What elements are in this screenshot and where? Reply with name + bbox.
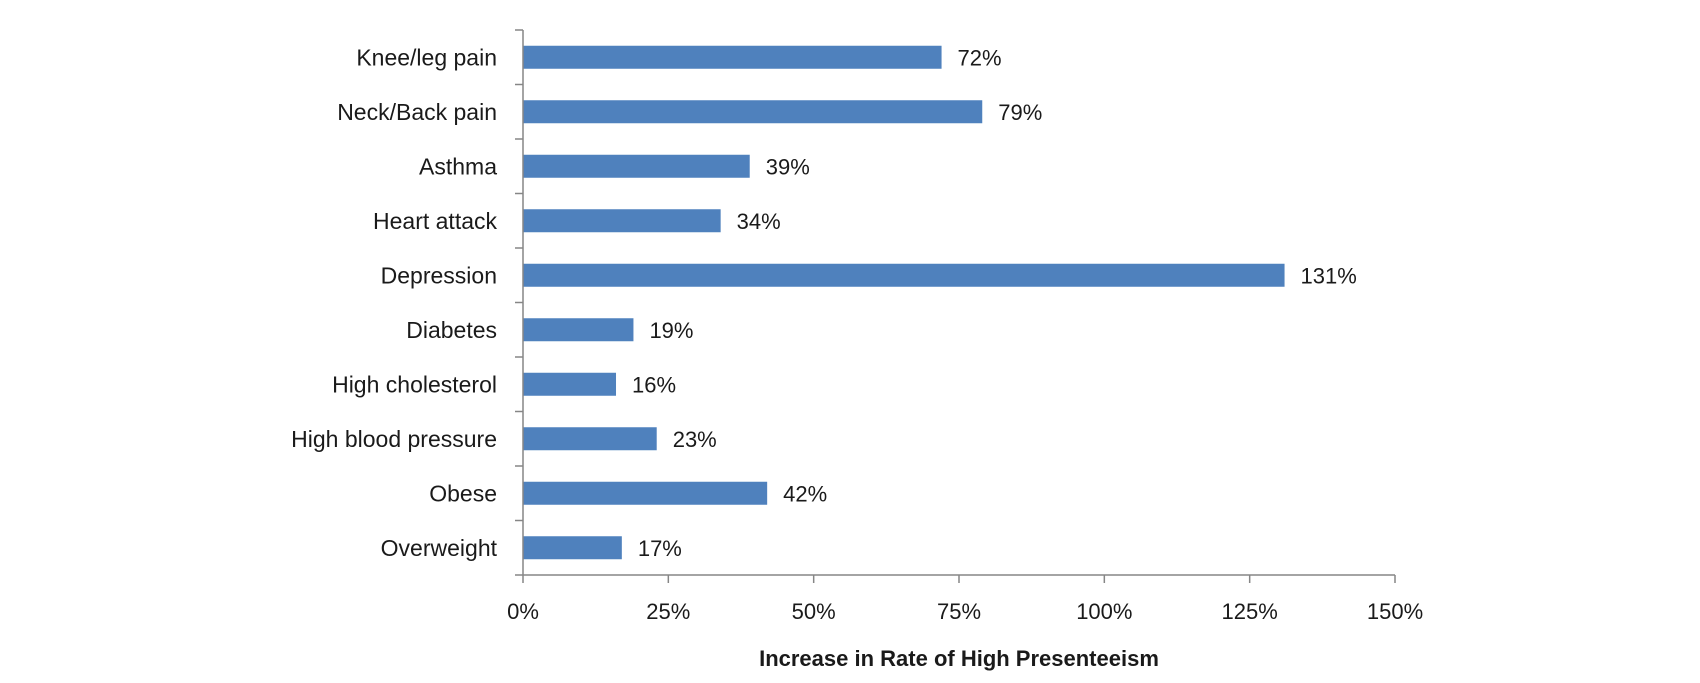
category-label: Overweight — [381, 535, 498, 561]
category-label: Depression — [381, 262, 497, 288]
category-label: Knee/leg pain — [356, 44, 497, 70]
category-label: Obese — [429, 480, 497, 506]
bar — [523, 427, 657, 451]
bar — [523, 100, 983, 124]
category-label: Asthma — [419, 153, 497, 179]
bar — [523, 536, 622, 560]
category-label: High blood pressure — [291, 426, 497, 452]
data-label: 23% — [673, 427, 717, 452]
labels-layer: Knee/leg pain 72% Neck/Back pain 79% Asthma 3… — [291, 44, 1423, 624]
data-label: 131% — [1301, 263, 1357, 288]
data-label: 17% — [638, 536, 682, 561]
bar — [523, 45, 942, 69]
x-tick-label: 125% — [1222, 599, 1278, 624]
data-label: 16% — [632, 372, 676, 397]
data-label: 42% — [783, 481, 827, 506]
data-label: 79% — [998, 100, 1042, 125]
x-tick-label: 0% — [507, 599, 539, 624]
x-tick-label: 75% — [937, 599, 981, 624]
category-label: Diabetes — [406, 317, 497, 343]
category-label: High cholesterol — [332, 371, 497, 397]
data-label: 72% — [958, 45, 1002, 70]
bar — [523, 372, 617, 396]
bar — [523, 481, 768, 505]
axes-layer — [515, 29, 1396, 583]
x-tick-label: 25% — [646, 599, 690, 624]
category-label: Neck/Back pain — [337, 99, 497, 125]
x-tick-label: 50% — [792, 599, 836, 624]
bars-layer — [523, 45, 1285, 560]
x-tick-label: 150% — [1367, 599, 1423, 624]
bar — [523, 318, 634, 342]
x-axis-title: Increase in Rate of High Presenteeism — [759, 646, 1159, 671]
bar — [523, 263, 1285, 287]
category-label: Heart attack — [373, 208, 497, 234]
bar — [523, 154, 750, 178]
data-label: 19% — [649, 318, 693, 343]
x-tick-label: 100% — [1076, 599, 1132, 624]
bar — [523, 209, 721, 233]
data-label: 39% — [766, 154, 810, 179]
data-label: 34% — [737, 209, 781, 234]
